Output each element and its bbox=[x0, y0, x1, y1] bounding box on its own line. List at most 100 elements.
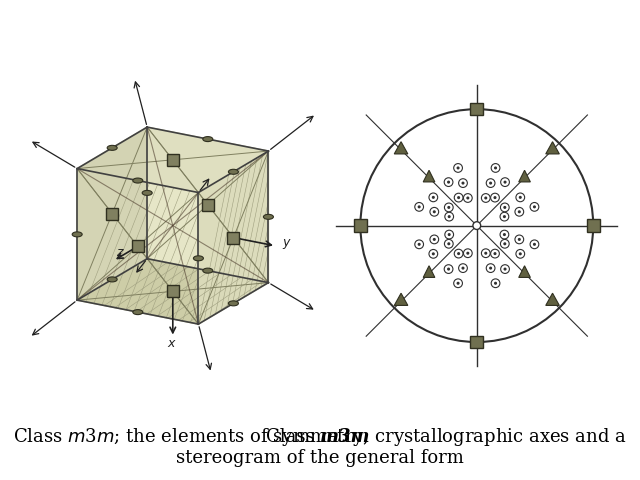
Circle shape bbox=[429, 193, 438, 202]
Circle shape bbox=[533, 243, 536, 246]
Circle shape bbox=[456, 167, 460, 169]
Circle shape bbox=[519, 252, 522, 255]
Ellipse shape bbox=[203, 137, 212, 142]
Circle shape bbox=[491, 249, 499, 258]
Circle shape bbox=[500, 178, 509, 187]
Circle shape bbox=[486, 264, 495, 273]
Circle shape bbox=[515, 207, 524, 216]
Circle shape bbox=[444, 178, 453, 187]
Circle shape bbox=[456, 282, 460, 285]
Polygon shape bbox=[423, 170, 435, 182]
Circle shape bbox=[481, 249, 490, 258]
Circle shape bbox=[447, 206, 451, 209]
Polygon shape bbox=[202, 199, 214, 211]
Text: x: x bbox=[168, 337, 175, 350]
Circle shape bbox=[454, 164, 463, 172]
Polygon shape bbox=[423, 266, 435, 277]
Circle shape bbox=[461, 266, 465, 270]
Circle shape bbox=[500, 203, 509, 212]
Circle shape bbox=[415, 240, 424, 249]
Circle shape bbox=[433, 238, 436, 241]
Circle shape bbox=[447, 233, 451, 236]
Circle shape bbox=[447, 215, 451, 218]
Circle shape bbox=[530, 203, 539, 211]
Circle shape bbox=[518, 238, 521, 241]
Polygon shape bbox=[227, 231, 239, 243]
Circle shape bbox=[489, 266, 492, 270]
Circle shape bbox=[454, 279, 463, 288]
Ellipse shape bbox=[107, 277, 117, 282]
Circle shape bbox=[444, 240, 453, 248]
Circle shape bbox=[503, 242, 506, 245]
Circle shape bbox=[467, 252, 469, 255]
Circle shape bbox=[491, 193, 499, 202]
Circle shape bbox=[530, 240, 539, 249]
Circle shape bbox=[489, 181, 492, 185]
Circle shape bbox=[484, 196, 487, 200]
Polygon shape bbox=[77, 259, 268, 324]
Circle shape bbox=[447, 242, 451, 245]
Ellipse shape bbox=[264, 215, 273, 219]
Polygon shape bbox=[519, 266, 531, 277]
Ellipse shape bbox=[142, 191, 152, 195]
Circle shape bbox=[444, 264, 453, 274]
Circle shape bbox=[463, 249, 472, 258]
Polygon shape bbox=[470, 336, 483, 348]
Circle shape bbox=[493, 252, 497, 255]
Circle shape bbox=[430, 207, 438, 216]
Polygon shape bbox=[132, 240, 144, 252]
Ellipse shape bbox=[133, 178, 143, 183]
Polygon shape bbox=[546, 142, 559, 154]
Circle shape bbox=[503, 215, 506, 218]
Circle shape bbox=[463, 193, 472, 203]
Text: stereogram of the general form: stereogram of the general form bbox=[176, 449, 464, 468]
Circle shape bbox=[516, 193, 525, 202]
Circle shape bbox=[504, 180, 507, 184]
Polygon shape bbox=[147, 127, 268, 283]
Circle shape bbox=[447, 267, 450, 271]
Polygon shape bbox=[587, 219, 600, 232]
Circle shape bbox=[500, 230, 509, 239]
Text: Class: Class bbox=[266, 428, 320, 446]
Circle shape bbox=[503, 206, 506, 209]
Circle shape bbox=[519, 196, 522, 199]
Circle shape bbox=[433, 210, 436, 213]
Polygon shape bbox=[546, 293, 559, 305]
Circle shape bbox=[500, 240, 509, 248]
Circle shape bbox=[500, 264, 509, 274]
Circle shape bbox=[430, 235, 438, 244]
Circle shape bbox=[486, 179, 495, 188]
Circle shape bbox=[503, 233, 506, 236]
Ellipse shape bbox=[203, 268, 212, 273]
Polygon shape bbox=[394, 142, 408, 154]
Circle shape bbox=[461, 181, 465, 185]
Circle shape bbox=[418, 205, 420, 208]
Ellipse shape bbox=[228, 169, 239, 174]
Circle shape bbox=[484, 252, 487, 255]
Circle shape bbox=[429, 250, 438, 258]
Circle shape bbox=[432, 196, 435, 199]
Circle shape bbox=[491, 279, 500, 288]
Polygon shape bbox=[354, 219, 367, 232]
Text: m3m: m3m bbox=[320, 428, 371, 446]
Polygon shape bbox=[519, 170, 531, 182]
Circle shape bbox=[481, 193, 490, 203]
Circle shape bbox=[457, 252, 460, 255]
Circle shape bbox=[454, 193, 463, 202]
Circle shape bbox=[494, 167, 497, 169]
Circle shape bbox=[533, 205, 536, 208]
Polygon shape bbox=[77, 127, 268, 192]
Circle shape bbox=[459, 179, 467, 188]
Circle shape bbox=[454, 249, 463, 258]
Circle shape bbox=[467, 196, 469, 200]
Polygon shape bbox=[77, 168, 198, 324]
Circle shape bbox=[500, 212, 509, 221]
Circle shape bbox=[515, 235, 524, 244]
Circle shape bbox=[493, 196, 497, 199]
Circle shape bbox=[418, 243, 420, 246]
Ellipse shape bbox=[72, 232, 82, 237]
Circle shape bbox=[518, 210, 521, 213]
Text: z: z bbox=[116, 246, 123, 259]
Ellipse shape bbox=[107, 145, 117, 150]
Ellipse shape bbox=[133, 310, 143, 314]
